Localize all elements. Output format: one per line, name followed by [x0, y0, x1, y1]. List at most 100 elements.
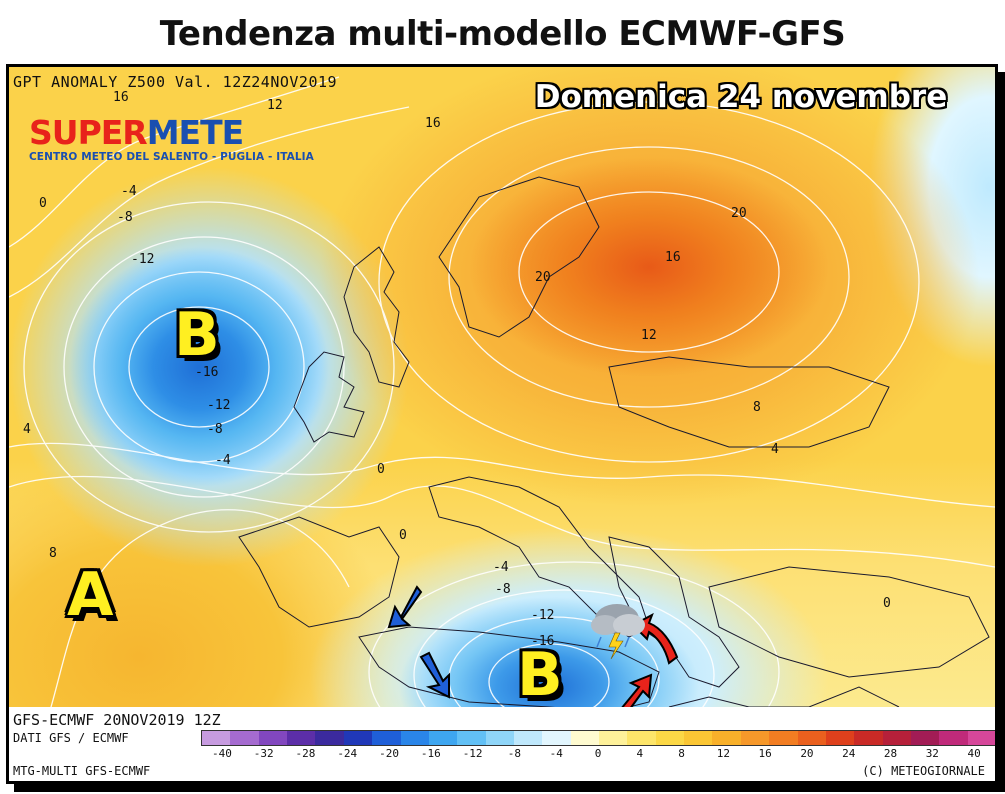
contour-line: [368, 561, 780, 781]
legend-tick-label: 4: [636, 747, 644, 760]
legend-swatch: [910, 731, 940, 745]
coastline: [293, 351, 365, 443]
contour-label: 16: [425, 116, 441, 131]
legend-tick-label: -32: [253, 747, 274, 760]
legend-swatch: [287, 731, 316, 745]
logo-name: SUPERMETE: [29, 115, 314, 151]
legend-swatch: [627, 731, 656, 745]
coastline: [343, 246, 410, 388]
legend-swatch: [230, 731, 259, 745]
legend-swatch: [769, 731, 798, 745]
storm-cloud-icon: [591, 604, 645, 660]
legend-swatch: [825, 731, 855, 745]
legend-tick-label: -24: [337, 747, 358, 760]
legend-tick-label: 8: [678, 747, 685, 760]
contour-line: [28, 509, 350, 768]
legend-swatch: [400, 731, 429, 745]
coastline: [708, 566, 990, 678]
legend-swatch: [712, 731, 741, 745]
contour-label: 0: [883, 596, 891, 611]
data-source: DATI GFS / ECMWF: [13, 731, 129, 745]
legend-swatch: [854, 731, 883, 745]
legend-swatch: [967, 731, 995, 745]
contour-label: 16: [113, 90, 129, 105]
contour-label: 20: [535, 270, 551, 285]
legend-swatch: [457, 731, 486, 745]
coastline: [358, 626, 660, 713]
legend-tick-label: -20: [379, 747, 399, 760]
contour-line: [9, 475, 995, 568]
logo-name-blue: METE: [146, 113, 244, 152]
contour-label: -12: [207, 398, 231, 413]
legend-swatch: [570, 731, 600, 745]
legend-swatch: [797, 731, 826, 745]
contour-label: -4: [215, 453, 231, 468]
contour-line: [23, 201, 395, 533]
contour-label: -8: [117, 210, 133, 225]
map-header: GPT ANOMALY Z500 Val. 12Z24NOV2019: [13, 73, 338, 91]
coastline: [608, 356, 890, 448]
legend-swatch: [740, 731, 770, 745]
contour-line: [9, 106, 410, 298]
legend-tick-label: 32: [925, 747, 939, 760]
contour-label: -8: [495, 582, 511, 597]
model-name: MTG-MULTI GFS-ECMWF: [13, 764, 151, 778]
legend-tick-label: -40: [211, 747, 232, 760]
contour-label: -16: [531, 634, 555, 649]
contour-label: -16: [195, 365, 219, 380]
contour-label: 8: [753, 400, 761, 415]
legend-tick-label: -8: [507, 747, 522, 760]
contour-label: 12: [641, 328, 657, 343]
legend-tick-label: -16: [420, 747, 441, 760]
contour-label: 4: [23, 422, 31, 437]
legend-tick-label: 24: [842, 747, 856, 760]
logo-subtitle: CENTRO METEO DEL SALENTO - PUGLIA - ITAL…: [29, 151, 314, 163]
legend-tick-label: 28: [883, 747, 898, 760]
legend-swatch: [315, 731, 344, 745]
contour-label: -12: [531, 608, 555, 623]
logo: SUPERMETE CENTRO METEO DEL SALENTO - PUG…: [29, 115, 314, 164]
legend-swatch: [939, 731, 968, 745]
legend-tick-label: 12: [716, 747, 730, 760]
coastline: [238, 516, 400, 628]
contour-line: [378, 101, 920, 463]
legend-tick-label: -28: [295, 747, 316, 760]
coastline: [668, 686, 900, 708]
contour-label: 20: [731, 206, 747, 221]
color-scale: [201, 730, 995, 746]
logo-name-red: SUPER: [29, 113, 148, 152]
coastline: [438, 176, 600, 338]
low-pressure-label: B: [174, 300, 220, 370]
legend-swatch: [202, 731, 231, 745]
contour-line: [518, 191, 780, 353]
color-scale-ticks: -40 -32 -28 -24 -20 -16 -12 -8 -4 0 4 8 12 16 20 24 28 32…: [185, 747, 995, 761]
legend-swatch: [542, 731, 571, 745]
contour-line: [9, 442, 995, 508]
contour-line: [128, 306, 270, 428]
legend-tick-label: 40: [967, 747, 981, 760]
legend-tick-label: -12: [462, 747, 483, 760]
legend-swatch: [343, 731, 373, 745]
anomaly-field: [9, 67, 995, 781]
legend-swatch: [372, 731, 401, 745]
legend-panel: GFS-ECMWF 20NOV2019 12Z DATI GFS / ECMWF…: [9, 707, 995, 781]
legend-swatch: [599, 731, 628, 745]
contour-label: 12: [267, 98, 283, 113]
legend-tick-label: 16: [758, 747, 772, 760]
contour-label: 0: [39, 196, 47, 211]
contour-label: -12: [131, 252, 155, 267]
contour-label: -8: [207, 422, 223, 437]
map-overlay: [9, 76, 995, 781]
contour-line: [9, 76, 340, 248]
contour-label: 4: [771, 442, 779, 457]
low-pressure-label: B: [517, 640, 563, 710]
contour-label: 8: [49, 546, 57, 561]
legend-swatch: [513, 731, 543, 745]
legend-swatch: [428, 731, 458, 745]
contour-label: 0: [377, 462, 385, 477]
legend-tick-label: -4: [549, 747, 563, 760]
wind-arrow-icon: [387, 585, 450, 699]
contour-label: -4: [493, 560, 509, 575]
high-pressure-label: A: [67, 560, 114, 630]
contour-line: [448, 146, 850, 408]
